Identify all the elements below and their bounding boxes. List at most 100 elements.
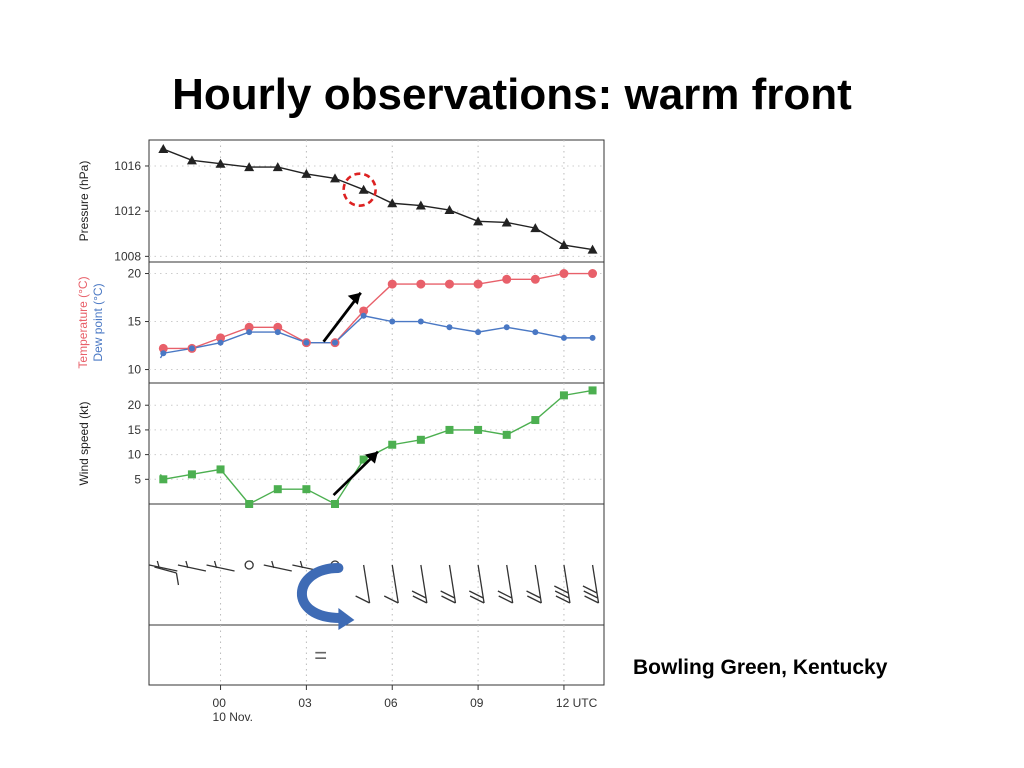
wind-barb (263, 560, 292, 572)
dewpoint-point (475, 329, 482, 336)
wind-speed-point (502, 430, 511, 439)
wind-shift-arrowhead (338, 608, 355, 630)
wind-barb (149, 560, 178, 572)
y-tick-label: 15 (128, 315, 142, 329)
wind-speed-point (588, 386, 597, 395)
chart-marks: = (149, 144, 600, 668)
y-tick-label: 5 (134, 472, 141, 486)
panel-frame (148, 139, 605, 263)
dewpoint-point (560, 334, 567, 341)
x-tick-label: 09 (470, 696, 484, 710)
x-axis: 00 03 06 09 12 UTC 10 Nov. (213, 685, 598, 724)
wind-speed-point (474, 425, 483, 434)
temperature-point (216, 333, 226, 343)
wind-speed-point (159, 475, 168, 484)
pressure-point (186, 155, 197, 165)
weather-symbol: = (314, 643, 327, 668)
y-tick-label: 20 (128, 398, 142, 412)
pressure-point (358, 184, 369, 194)
slide-title: Hourly observations: warm front (172, 70, 852, 119)
dewpoint-line (159, 315, 593, 359)
wind-speed-point (531, 416, 540, 425)
x-tick-label: 06 (384, 696, 398, 710)
wind-speed-point (245, 500, 254, 508)
pressure-point (387, 198, 398, 208)
dewpoint-point (246, 329, 253, 336)
wind-speed-point (416, 435, 425, 444)
wind-barb (383, 564, 399, 604)
y-tick-label: 20 (128, 267, 142, 281)
panel-frame (148, 382, 605, 505)
pressure-point (330, 173, 341, 183)
wind-barb (526, 564, 542, 604)
dewpoint-point (446, 324, 453, 331)
temperature-point (387, 279, 397, 289)
dewpoint-point (274, 329, 281, 336)
pressure-point (501, 217, 512, 227)
temperature-point (444, 279, 454, 289)
y-tick-label: 15 (128, 423, 142, 437)
wind-increase-arrowhead (364, 451, 378, 464)
pressure-point (158, 144, 169, 154)
dewpoint-point (389, 318, 396, 325)
pressure-point (587, 244, 598, 254)
wind-speed-point (359, 455, 368, 464)
wind-barb (497, 564, 514, 604)
dewpoint-point (332, 339, 339, 346)
pressure-point (272, 162, 283, 172)
wind-speed-line (159, 389, 593, 505)
wind-barb (154, 566, 180, 586)
x-tick-label: 03 (298, 696, 312, 710)
temperature-point (158, 343, 168, 353)
dewpoint-point (589, 334, 596, 341)
wind-barb (177, 560, 207, 572)
wind-barb (206, 560, 235, 572)
temperature-point (244, 322, 254, 332)
temperature-point (416, 279, 426, 289)
wind-speed-point (388, 440, 397, 449)
y-axis-title: Dew point (°C) (91, 283, 105, 361)
wind-speed-point (559, 391, 568, 400)
wind-barb (411, 564, 428, 604)
dewpoint-point (188, 345, 195, 352)
wind-barb (468, 564, 485, 604)
y-tick-label: 1016 (114, 159, 141, 173)
wind-speed-point (216, 465, 225, 474)
pressure-point (558, 240, 569, 250)
pressure-point (530, 223, 541, 233)
wind-speed-point (445, 425, 454, 434)
temperature-point (502, 274, 512, 284)
temperature-point (588, 269, 598, 279)
dewpoint-point (303, 339, 310, 346)
pressure-line (160, 148, 593, 251)
y-tick-label: 10 (128, 363, 142, 377)
y-tick-label: 10 (128, 448, 142, 462)
wind-speed-point (273, 485, 282, 494)
wind-barb (355, 564, 371, 604)
highlight-circle (342, 172, 377, 208)
temperature-point (359, 306, 369, 316)
panel-frame (148, 624, 605, 686)
pressure-point (301, 168, 312, 178)
temperature-point (530, 274, 540, 284)
wind-shift-curved-arrow (297, 563, 346, 623)
temperature-point (559, 269, 569, 279)
pressure-point (215, 158, 226, 168)
wind-barb (582, 564, 600, 604)
wind-barb (440, 564, 457, 604)
y-axis-title: Temperature (°C) (76, 276, 90, 368)
wind-speed-point (187, 470, 196, 479)
pressure-point (244, 162, 255, 172)
station-location-label: Bowling Green, Kentucky (633, 656, 888, 679)
temperature-line (160, 272, 593, 350)
wind-speed-point (302, 485, 311, 494)
temperature-point (273, 322, 283, 332)
x-date-label: 10 Nov. (213, 710, 253, 724)
dewpoint-point (532, 329, 539, 336)
dewpoint-point (217, 339, 224, 346)
x-tick-label: 12 UTC (556, 696, 598, 710)
y-axis-title: Pressure (hPa) (77, 161, 91, 242)
dewpoint-point (160, 350, 167, 357)
dewpoint-point (360, 312, 367, 319)
